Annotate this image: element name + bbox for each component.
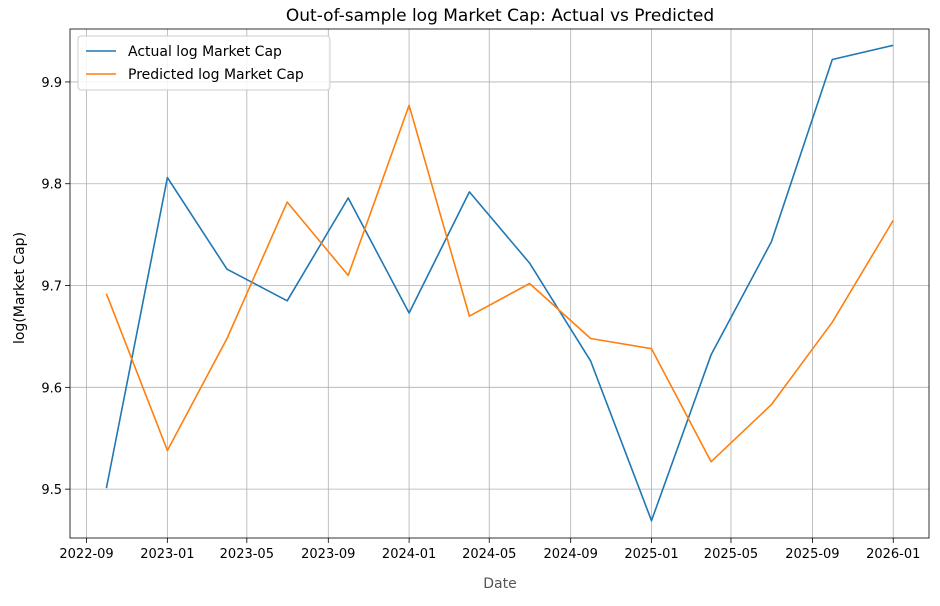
x-tick-label: 2025-05 [704, 547, 758, 562]
y-tick-label: 9.7 [41, 280, 62, 295]
x-tick-label: 2023-09 [301, 547, 355, 562]
x-tick-label: 2024-09 [544, 547, 598, 562]
x-tick-label: 2024-01 [382, 547, 436, 562]
legend-label-predicted: Predicted log Market Cap [128, 67, 304, 83]
series-line-predicted [105, 104, 894, 463]
plot-frame [69, 28, 930, 539]
x-tick-label: 2026-01 [866, 547, 920, 562]
x-tick-label: 2024-05 [462, 547, 516, 562]
x-tick-label: 2023-05 [220, 547, 274, 562]
legend: Actual log Market Cap Predicted log Mark… [77, 35, 331, 91]
series-lines [105, 44, 894, 522]
y-axis-label: log(Market Cap) [12, 232, 28, 344]
chart-title: Out-of-sample log Market Cap: Actual vs … [286, 6, 714, 26]
x-tick-label: 2025-01 [624, 547, 678, 562]
y-tick-label: 9.5 [41, 483, 62, 498]
y-tick-label: 9.9 [41, 76, 62, 91]
series-line-actual [105, 44, 894, 522]
x-axis-label: Date [483, 576, 516, 592]
axis-ticks: 2022-09 2023-01 2023-05 2023-09 2024-01 2024-… [41, 76, 920, 562]
x-tick-label: 2025-09 [785, 547, 839, 562]
x-tick-label: 2023-01 [140, 547, 194, 562]
y-tick-label: 9.6 [41, 381, 62, 396]
y-tick-label: 9.8 [41, 178, 62, 193]
x-tick-label: 2022-09 [59, 547, 113, 562]
legend-box [77, 35, 331, 91]
legend-label-actual: Actual log Market Cap [128, 44, 282, 60]
